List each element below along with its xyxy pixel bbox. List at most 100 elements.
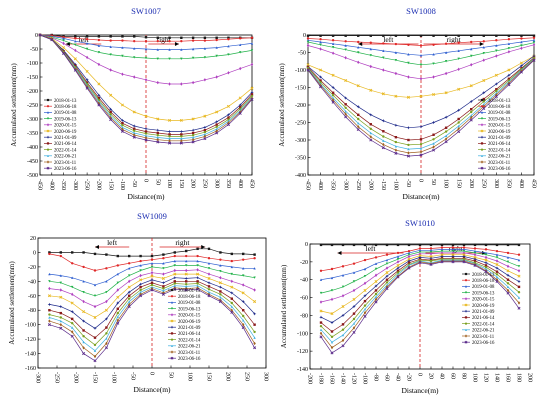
y-tick-label: -400 xyxy=(295,173,306,179)
legend-marker xyxy=(170,313,174,317)
data-point xyxy=(352,304,356,309)
series-12 xyxy=(319,260,521,355)
data-point xyxy=(230,265,233,269)
series-1 xyxy=(306,34,536,37)
data-point xyxy=(429,252,433,256)
data-point xyxy=(227,36,230,39)
data-point xyxy=(82,265,85,269)
data-point xyxy=(519,61,523,65)
data-point xyxy=(444,34,448,37)
data-point xyxy=(473,257,477,261)
data-point xyxy=(356,105,360,109)
data-point xyxy=(319,324,323,328)
x-tick-label: -100 xyxy=(362,373,368,384)
data-point xyxy=(239,37,242,40)
legend-label: 2023-06-16 xyxy=(54,167,77,172)
data-point xyxy=(470,40,473,44)
data-point xyxy=(330,243,334,247)
data-point xyxy=(451,249,455,253)
data-point xyxy=(48,313,51,316)
legend: 2018-01-132018-06-182019-01-082019-06-13… xyxy=(44,99,77,172)
data-point xyxy=(506,264,510,269)
data-point xyxy=(71,292,74,297)
data-point xyxy=(462,254,466,259)
x-tick-label: 20 xyxy=(428,373,434,379)
data-point xyxy=(104,346,108,350)
data-point xyxy=(239,43,242,46)
data-point xyxy=(226,104,230,108)
data-point xyxy=(506,273,510,277)
data-point xyxy=(207,288,211,291)
x-tick-label: -200 xyxy=(96,179,102,190)
x-tick-label: 80 xyxy=(461,373,467,379)
data-point xyxy=(330,289,334,292)
data-point xyxy=(74,35,77,38)
data-point xyxy=(457,49,460,52)
data-point xyxy=(457,121,460,124)
legend-item: 2019-06-13 xyxy=(478,117,511,122)
data-point xyxy=(470,63,473,67)
data-point xyxy=(196,282,199,285)
legend-label: 2020-01-15 xyxy=(488,124,511,129)
data-point xyxy=(162,267,165,270)
y-tick-label: -200 xyxy=(27,89,38,95)
x-tick-label: 60 xyxy=(450,373,456,379)
x-tick-label: -150 xyxy=(380,179,386,190)
data-point xyxy=(520,40,523,44)
data-point xyxy=(250,49,254,52)
data-point xyxy=(331,96,335,100)
data-point xyxy=(184,272,188,276)
data-point xyxy=(419,94,423,98)
data-point xyxy=(139,288,142,292)
data-point xyxy=(520,44,523,47)
data-point xyxy=(180,82,183,86)
data-point xyxy=(429,247,433,250)
data-point xyxy=(139,294,143,298)
data-point xyxy=(180,48,183,51)
data-point xyxy=(319,79,322,82)
x-tick-label: -140 xyxy=(340,373,346,384)
data-point xyxy=(432,92,436,97)
data-point xyxy=(93,349,97,352)
data-point xyxy=(457,57,460,60)
data-point xyxy=(168,118,172,122)
legend: 2018-01-132018-06-182019-01-082019-06-13… xyxy=(462,273,495,346)
data-point xyxy=(517,285,521,289)
data-point xyxy=(116,254,119,258)
data-point xyxy=(215,38,218,42)
data-point xyxy=(144,136,148,140)
data-point xyxy=(369,135,372,139)
data-point xyxy=(506,251,510,255)
chart-title: SW1008 xyxy=(406,6,436,16)
data-point xyxy=(185,283,188,286)
data-point xyxy=(341,294,345,298)
data-point xyxy=(357,125,360,129)
legend-label: 2022-06-21 xyxy=(54,155,77,160)
chart-sw1007: SW1007 -450 -400 -350 -300 -250 -200 -150 -100 -5… xyxy=(10,6,255,201)
data-point xyxy=(385,278,389,281)
data-point xyxy=(82,310,86,314)
series-9 xyxy=(48,282,256,347)
data-point xyxy=(218,285,223,289)
data-point xyxy=(116,311,120,315)
data-point xyxy=(396,263,400,267)
x-tick-label: 200 xyxy=(468,179,474,188)
data-point xyxy=(341,243,345,247)
legend-marker xyxy=(480,160,484,164)
data-point xyxy=(330,341,334,344)
data-point xyxy=(191,117,195,121)
left-arrow-head xyxy=(337,251,342,255)
legend-marker xyxy=(480,148,484,151)
data-point xyxy=(506,285,510,289)
data-point xyxy=(116,272,119,276)
data-point xyxy=(144,114,148,118)
legend-marker xyxy=(170,307,174,310)
data-point xyxy=(196,272,200,276)
data-point xyxy=(429,254,433,259)
data-point xyxy=(473,243,477,247)
chart-sw1009: SW1009-300 -250 -200 -150 -100 -50 0 50 100 150 20… xyxy=(8,211,269,394)
data-point xyxy=(238,103,242,107)
data-point xyxy=(109,110,112,114)
x-tick-label: -60 xyxy=(384,373,390,381)
data-point xyxy=(62,39,65,42)
